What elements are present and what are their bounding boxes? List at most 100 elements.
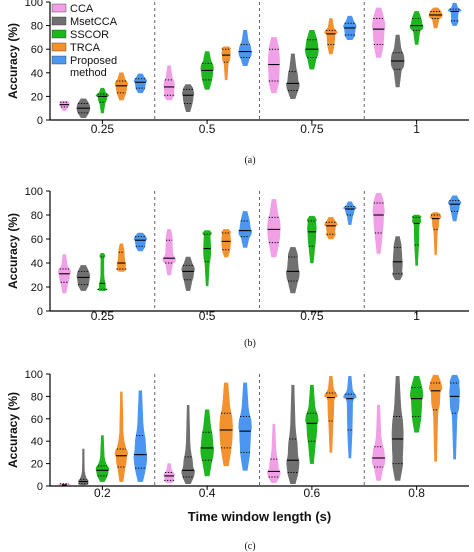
violin-body-sscor — [95, 435, 110, 482]
x-tick-label: 0.25 — [91, 309, 115, 323]
violin-msetcca-0-5 — [181, 256, 195, 291]
violin-proposed-method-0-25 — [133, 232, 148, 252]
violin-proposed-method-0-75 — [343, 201, 357, 225]
violin-body-msetcca — [76, 265, 91, 291]
violin-body-proposed-method — [343, 375, 357, 459]
violin-sscor-0-75 — [305, 30, 319, 70]
y-axis-label: Accuracy (%) — [6, 213, 20, 289]
x-tick-label: 1 — [413, 309, 420, 323]
violin-msetcca-0-75 — [286, 53, 300, 100]
violin-sscor-0-5 — [200, 51, 214, 90]
violin-body-sscor — [305, 30, 319, 70]
violin-body-trca — [219, 382, 233, 467]
legend-swatch-trca — [51, 42, 67, 52]
x-tick-label: 0.4 — [199, 486, 216, 500]
violin-body-proposed-method — [133, 390, 148, 482]
y-tick-label: 60 — [31, 44, 43, 56]
violin-cca-0-25 — [57, 254, 72, 294]
violin-trca-1 — [428, 7, 443, 29]
violin-body-msetcca — [182, 84, 195, 113]
violin-msetcca-0-75 — [286, 247, 300, 294]
violin-body-trca — [324, 18, 338, 55]
y-tick-label: 20 — [31, 459, 43, 471]
violin-cca-0-5 — [163, 65, 175, 101]
violin-body-cca — [59, 100, 70, 111]
x-axis-label: Time window length (s) — [188, 509, 331, 524]
panel-label: (c) — [244, 541, 255, 552]
violin-body-cca — [372, 193, 385, 254]
violin-body-proposed-method — [447, 195, 462, 222]
violin-trca-0-8 — [428, 374, 443, 462]
y-tick-label: 20 — [31, 91, 43, 103]
violin-msetcca-0-4 — [181, 405, 195, 485]
violin-msetcca-0-6 — [286, 384, 300, 485]
violin-body-msetcca — [286, 247, 300, 294]
violin-proposed-method-0-5 — [238, 30, 252, 67]
violin-cca-0-25 — [59, 100, 70, 111]
violin-cca-1 — [371, 7, 386, 58]
violin-body-sscor — [202, 230, 212, 287]
violin-body-proposed-method — [343, 201, 357, 225]
legend-label-proposed-method: Proposed method — [70, 55, 117, 79]
legend-item-cca: CCA — [51, 3, 94, 15]
violin-msetcca-0-25 — [76, 98, 91, 118]
legend-label-line: Proposed — [70, 55, 117, 67]
x-tick-label: 0.5 — [199, 122, 216, 136]
violin-trca-0-2 — [114, 391, 129, 482]
panel-label: (b) — [244, 338, 256, 349]
violin-trca-0-6 — [324, 375, 338, 453]
violin-trca-0-75 — [324, 217, 338, 240]
violin-body-sscor — [409, 11, 424, 45]
violin-trca-0-25 — [116, 243, 127, 272]
violin-trca-0-5 — [221, 229, 231, 258]
x-tick-label: 1 — [413, 122, 420, 136]
y-tick-label: 60 — [31, 414, 43, 426]
violin-body-sscor — [411, 214, 422, 266]
y-tick-label: 100 — [25, 186, 43, 198]
violin-sscor-0-25 — [96, 253, 109, 291]
violin-trca-0-75 — [324, 18, 338, 55]
y-axis-label: Accuracy (%) — [6, 23, 20, 99]
violin-body-cca — [163, 65, 175, 101]
violin-body-trca — [324, 375, 338, 453]
violin-body-cca — [163, 463, 175, 483]
y-tick-label: 40 — [31, 258, 43, 270]
chart-panel-2: 0 20 40 60 80 100 Accuracy (%) 0.25 0.5 0.75 1 (b) — [6, 186, 469, 349]
violin-proposed-method-1 — [447, 2, 462, 26]
y-tick-label: 40 — [31, 68, 43, 80]
violin-proposed-method-0-75 — [343, 15, 357, 41]
violin-body-cca — [267, 37, 280, 94]
x-tick-label: 0.75 — [300, 309, 324, 323]
violin-proposed-method-1 — [447, 195, 462, 222]
legend-swatch-msetcca — [51, 16, 67, 26]
violin-body-proposed-method — [238, 211, 252, 248]
violin-body-sscor — [409, 375, 424, 433]
y-tick-label: 40 — [31, 436, 43, 448]
violin-body-trca — [428, 7, 443, 29]
chart-panel-1: 0 20 40 60 80 100 Accuracy (%) 0.25 0.5 0.75 1 (a) — [6, 0, 469, 166]
legend-label-line: method — [70, 67, 107, 79]
y-tick-label: 0 — [37, 115, 43, 127]
violin-sscor-0-2 — [95, 435, 110, 482]
legend-swatch-proposed-method — [51, 55, 67, 65]
y-tick-label: 80 — [31, 210, 43, 222]
violin-body-trca — [114, 391, 129, 482]
violin-msetcca-0-5 — [182, 84, 195, 113]
y-tick-label: 100 — [25, 0, 43, 9]
violin-body-sscor — [200, 409, 214, 477]
violin-body-cca — [162, 229, 176, 276]
violin-body-proposed-method — [133, 232, 148, 252]
violin-cca-0-75 — [267, 37, 280, 94]
violin-body-trca — [114, 72, 129, 101]
violin-body-cca — [371, 405, 386, 481]
violin-proposed-method-0-5 — [238, 211, 252, 248]
y-tick-label: 0 — [37, 306, 43, 318]
violin-body-trca — [428, 374, 443, 462]
violin-body-proposed-method — [449, 374, 460, 460]
violin-proposed-method-0-4 — [238, 382, 252, 471]
violin-msetcca-1 — [392, 236, 403, 281]
violin-msetcca-0-8 — [391, 375, 404, 481]
violin-body-sscor — [96, 253, 109, 291]
legend-swatch-sscor — [51, 29, 67, 39]
violin-body-trca — [221, 46, 231, 81]
